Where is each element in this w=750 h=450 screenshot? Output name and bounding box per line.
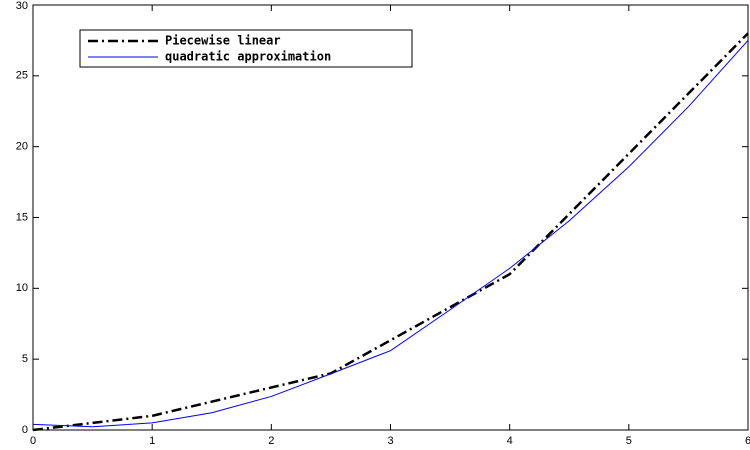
y-tick-label: 0: [22, 424, 28, 436]
x-tick-label: 6: [745, 435, 750, 447]
y-tick-label: 15: [16, 211, 28, 223]
x-tick-label: 4: [507, 435, 513, 447]
legend-box: [79, 29, 413, 68]
y-tick-label: 20: [16, 141, 28, 153]
x-tick-label: 1: [149, 435, 155, 447]
y-tick-label: 10: [16, 282, 28, 294]
x-tick-label: 2: [268, 435, 274, 447]
series-line: [32, 40, 749, 428]
y-tick-label: 30: [16, 0, 28, 12]
x-tick-label: 3: [387, 435, 393, 447]
y-tick-label: 25: [16, 70, 28, 82]
y-tick-label: 5: [22, 353, 28, 365]
legend-label: quadratic approximation: [165, 50, 331, 64]
x-tick-label: 0: [30, 435, 36, 447]
x-tick-label: 5: [626, 435, 632, 447]
plot-frame: [32, 4, 749, 431]
legend-label: Piecewise linear: [165, 34, 281, 48]
